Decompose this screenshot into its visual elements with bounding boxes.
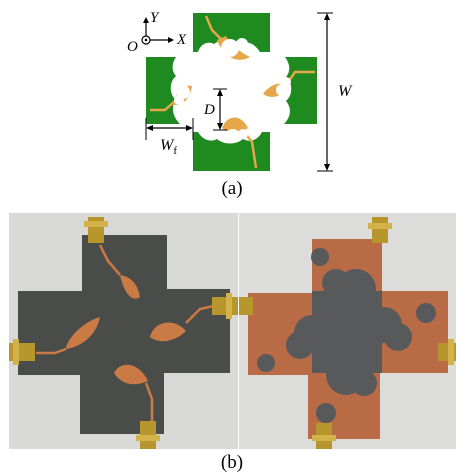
ground-top-arm (193, 13, 270, 52)
etched-substrate (312, 291, 382, 373)
dimension-wf: Wf (145, 118, 194, 157)
board-outline (146, 13, 317, 171)
connectors-bottom-view (239, 217, 456, 449)
wf-label: Wf (160, 137, 177, 157)
y-axis-label: Y (150, 10, 160, 26)
photo-top-view (9, 213, 238, 449)
coordinate-axes: Y X O (127, 10, 187, 55)
connectors-top-view (9, 217, 238, 449)
top-view-patches (66, 275, 186, 385)
caption-a: (a) (221, 178, 243, 199)
d-label: D (203, 102, 215, 118)
dimension-w: W (317, 12, 353, 172)
origin-label: O (127, 39, 138, 55)
antenna-schematic: Y X O W D Wf (127, 10, 353, 172)
x-axis-label: X (176, 32, 187, 48)
etched-lobes (257, 248, 436, 423)
dimension-d: D (203, 88, 227, 131)
patch-bottom (222, 117, 248, 133)
ground-right-arm (284, 57, 317, 124)
feed-line-top (204, 15, 223, 41)
fabricated-prototype-photos (9, 213, 456, 449)
photo-bottom-view (239, 213, 456, 449)
ground-cutouts (174, 38, 291, 143)
feed-lines (150, 15, 315, 169)
top-view-feed-lines (36, 244, 219, 425)
caption-b: (b) (220, 452, 244, 473)
w-label: W (338, 83, 353, 100)
feed-line-left (150, 101, 175, 112)
cross-board (146, 13, 317, 171)
substrate-cross (18, 235, 230, 434)
ground-left-arm (146, 57, 180, 124)
